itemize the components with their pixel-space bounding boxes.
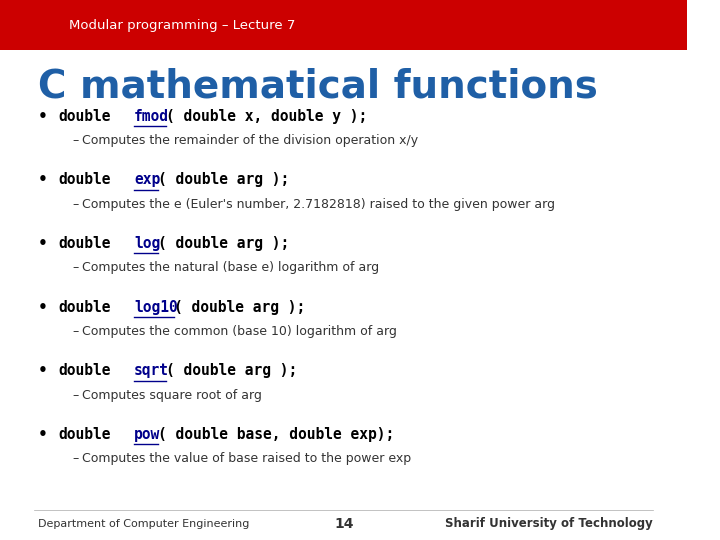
- Text: •: •: [38, 427, 48, 442]
- Text: ( double arg );: ( double arg );: [158, 236, 289, 251]
- Text: Modular programming – Lecture 7: Modular programming – Lecture 7: [68, 19, 295, 32]
- Text: ( double arg );: ( double arg );: [166, 363, 297, 379]
- Text: •: •: [38, 109, 48, 124]
- Text: ( double arg );: ( double arg );: [158, 172, 289, 187]
- Text: double: double: [58, 300, 111, 315]
- FancyBboxPatch shape: [0, 0, 688, 50]
- Text: exp: exp: [134, 172, 161, 187]
- Text: –: –: [72, 198, 78, 211]
- Text: Computes the common (base 10) logarithm of arg: Computes the common (base 10) logarithm …: [83, 325, 397, 338]
- Text: ( double x, double y );: ( double x, double y );: [166, 109, 367, 124]
- Text: Computes the e (Euler's number, 2.7182818) raised to the given power arg: Computes the e (Euler's number, 2.718281…: [83, 198, 556, 211]
- Text: •: •: [38, 236, 48, 251]
- Text: Computes the remainder of the division operation x/y: Computes the remainder of the division o…: [83, 134, 418, 147]
- Text: •: •: [38, 363, 48, 379]
- Text: Sharif University of Technology: Sharif University of Technology: [445, 517, 653, 530]
- Text: fmod: fmod: [134, 109, 169, 124]
- Text: –: –: [72, 389, 78, 402]
- Text: log: log: [134, 236, 161, 251]
- Text: double: double: [58, 172, 111, 187]
- Text: double: double: [58, 363, 111, 379]
- Text: –: –: [72, 261, 78, 274]
- Text: double: double: [58, 109, 111, 124]
- Text: ( double base, double exp);: ( double base, double exp);: [158, 427, 394, 442]
- Text: Department of Computer Engineering: Department of Computer Engineering: [38, 519, 249, 529]
- Text: •: •: [38, 300, 48, 315]
- Text: Computes the natural (base e) logarithm of arg: Computes the natural (base e) logarithm …: [83, 261, 379, 274]
- Text: log10: log10: [134, 300, 178, 315]
- Text: •: •: [38, 172, 48, 187]
- Text: Computes square root of arg: Computes square root of arg: [83, 389, 262, 402]
- Text: ( double arg );: ( double arg );: [174, 300, 305, 315]
- Text: –: –: [72, 453, 78, 465]
- Text: sqrt: sqrt: [134, 363, 169, 379]
- Text: C mathematical functions: C mathematical functions: [38, 68, 598, 105]
- Text: pow: pow: [134, 427, 161, 442]
- Text: double: double: [58, 236, 111, 251]
- Text: double: double: [58, 427, 111, 442]
- Text: 14: 14: [334, 517, 354, 531]
- Text: –: –: [72, 134, 78, 147]
- Text: –: –: [72, 325, 78, 338]
- Text: Computes the value of base raised to the power exp: Computes the value of base raised to the…: [83, 453, 412, 465]
